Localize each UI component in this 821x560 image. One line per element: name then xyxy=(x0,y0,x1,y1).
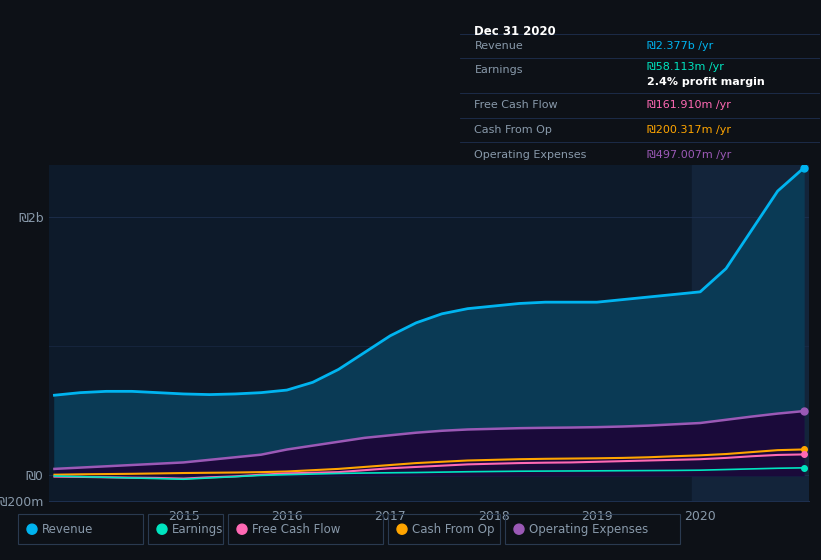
Circle shape xyxy=(27,524,37,534)
Bar xyxy=(692,165,809,501)
Text: Operating Expenses: Operating Expenses xyxy=(475,150,587,160)
Text: Revenue: Revenue xyxy=(42,522,94,536)
Text: ₪497.007m /yr: ₪497.007m /yr xyxy=(647,150,732,160)
Circle shape xyxy=(157,524,167,534)
Text: Free Cash Flow: Free Cash Flow xyxy=(475,100,558,110)
Circle shape xyxy=(397,524,407,534)
Circle shape xyxy=(237,524,247,534)
Text: 2.4% profit margin: 2.4% profit margin xyxy=(647,77,765,87)
Circle shape xyxy=(514,524,524,534)
Text: ₪161.910m /yr: ₪161.910m /yr xyxy=(647,100,731,110)
Text: Operating Expenses: Operating Expenses xyxy=(529,522,649,536)
Text: Revenue: Revenue xyxy=(475,41,523,52)
Text: ₪58.113m /yr: ₪58.113m /yr xyxy=(647,62,724,72)
Text: Dec 31 2020: Dec 31 2020 xyxy=(475,25,556,38)
Text: Cash From Op: Cash From Op xyxy=(412,522,494,536)
Text: Earnings: Earnings xyxy=(172,522,223,536)
Text: ₪2.377b /yr: ₪2.377b /yr xyxy=(647,41,713,52)
Text: ₪200.317m /yr: ₪200.317m /yr xyxy=(647,125,732,136)
Text: Cash From Op: Cash From Op xyxy=(475,125,553,136)
Text: Earnings: Earnings xyxy=(475,66,523,76)
Text: Free Cash Flow: Free Cash Flow xyxy=(252,522,341,536)
